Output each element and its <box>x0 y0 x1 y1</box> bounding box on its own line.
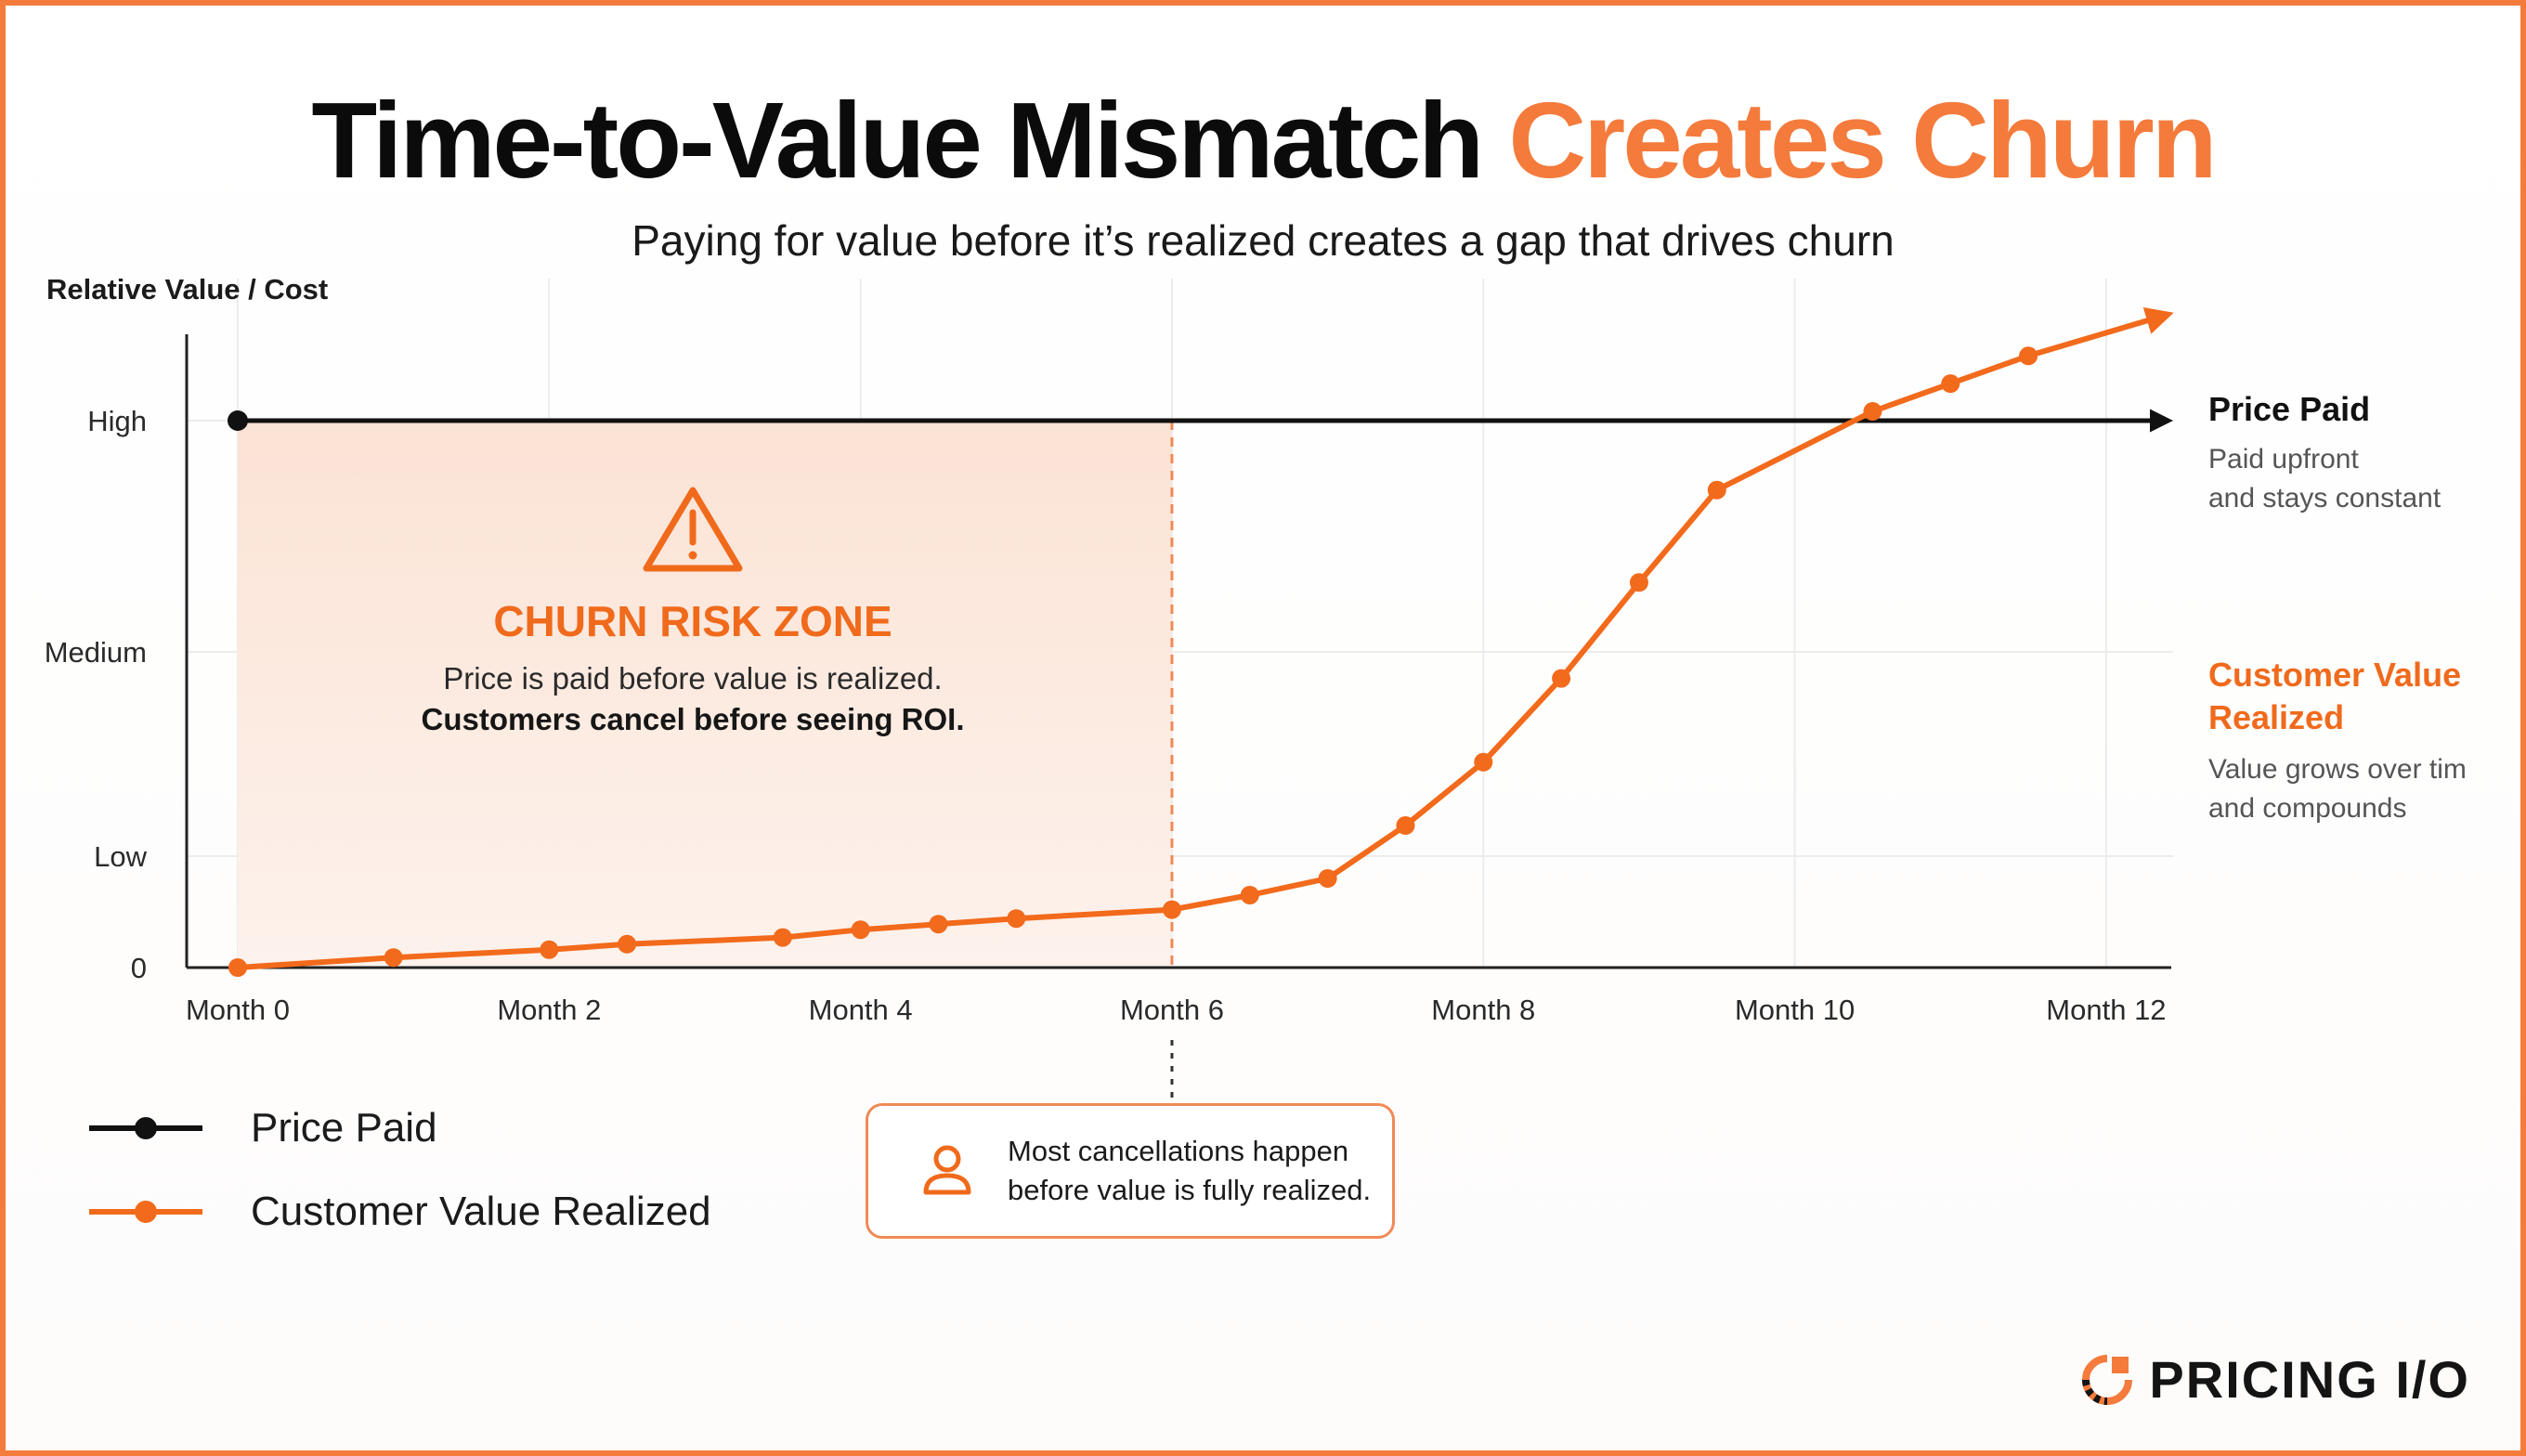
value-realized-marker <box>540 940 559 959</box>
x-tick-label: Month 10 <box>1735 994 1855 1026</box>
page-title: Time-to-Value Mismatch Creates Churn <box>0 78 2526 202</box>
y-tick-label: Low <box>94 840 147 873</box>
value-realized-marker <box>618 934 637 954</box>
price-paid-marker <box>228 410 248 431</box>
title-main: Time-to-Value Mismatch <box>311 80 1484 201</box>
churn-zone-description: Price is paid before value is realized. <box>443 661 943 696</box>
x-tick-label: Month 6 <box>1120 994 1224 1026</box>
legend-item-value: Customer Value Realized <box>85 1170 711 1254</box>
value-realized-marker <box>1941 374 1960 394</box>
brand-logo: PRICING I/O <box>2078 1349 2470 1410</box>
title-accent: Creates Churn <box>1508 80 2217 201</box>
churn-zone-emphasis: Customers cancel before seeing ROI. <box>421 702 965 736</box>
legend-swatch-value <box>89 1201 202 1223</box>
legend-item-price: Price Paid <box>85 1086 711 1170</box>
legend-swatch-price <box>89 1117 202 1139</box>
cancellation-callout: Most cancellations happen before value i… <box>866 1103 1395 1239</box>
value-realized-marker <box>2019 346 2038 366</box>
pricing-io-logo-icon <box>2082 1354 2133 1405</box>
callout-line1: Most cancellations happen <box>1008 1135 1349 1167</box>
value-realized-marker <box>929 915 948 934</box>
x-tick-label: Month 4 <box>809 994 913 1026</box>
chart-legend: Price Paid Customer Value Realized <box>85 1086 711 1254</box>
callout-line2: before value is fully realized. <box>1008 1174 1372 1206</box>
churn-zone-title: CHURN RISK ZONE <box>493 597 892 645</box>
value-realized-marker <box>1474 752 1493 772</box>
x-tick-label: Month 0 <box>186 994 290 1026</box>
y-axis-label: Relative Value / Cost <box>46 273 328 306</box>
value-realized-marker <box>1318 869 1337 888</box>
value-realized-marker <box>384 948 403 968</box>
value-annotation-desc1: Value grows over tim <box>2208 754 2467 785</box>
value-realized-marker <box>1629 573 1648 592</box>
page-subtitle: Paying for value before it’s realized cr… <box>632 216 1894 265</box>
price-paid-annotation-desc2: and stays constant <box>2208 483 2441 514</box>
value-realized-marker <box>228 958 247 977</box>
value-realized-marker <box>773 928 792 947</box>
brand-name: PRICING I/O <box>2149 1350 2470 1409</box>
y-tick-label: Medium <box>45 636 147 669</box>
x-tick-label: Month 12 <box>2046 994 2166 1026</box>
value-realized-marker <box>1707 480 1726 500</box>
value-realized-marker <box>1863 402 1882 422</box>
x-tick-label: Month 8 <box>1431 994 1535 1026</box>
value-annotation-title1: Customer Value <box>2208 656 2462 694</box>
x-tick-label: Month 2 <box>497 994 601 1026</box>
price-paid-annotation: Price Paid Paid upfront and stays consta… <box>2208 390 2441 518</box>
value-realized-marker <box>1162 900 1181 919</box>
legend-label-price: Price Paid <box>251 1105 437 1150</box>
value-realized-marker <box>1552 669 1571 688</box>
y-tick-label: 0 <box>131 952 147 984</box>
warning-icon <box>643 487 743 572</box>
value-annotation-title2: Realized <box>2208 698 2345 736</box>
value-realized-marker <box>1396 816 1415 835</box>
value-annotation: Customer Value Realized Value grows over… <box>2208 654 2467 828</box>
value-realized-marker <box>851 920 870 940</box>
value-annotation-desc2: and compounds <box>2208 793 2407 824</box>
price-paid-annotation-desc1: Paid upfront <box>2208 444 2359 474</box>
price-paid-annotation-title: Price Paid <box>2208 390 2371 428</box>
person-icon <box>923 1145 971 1195</box>
legend-label-value: Customer Value Realized <box>251 1189 711 1234</box>
value-realized-marker <box>1240 886 1259 904</box>
y-tick-label: High <box>87 405 147 437</box>
value-realized-marker <box>1007 909 1026 929</box>
